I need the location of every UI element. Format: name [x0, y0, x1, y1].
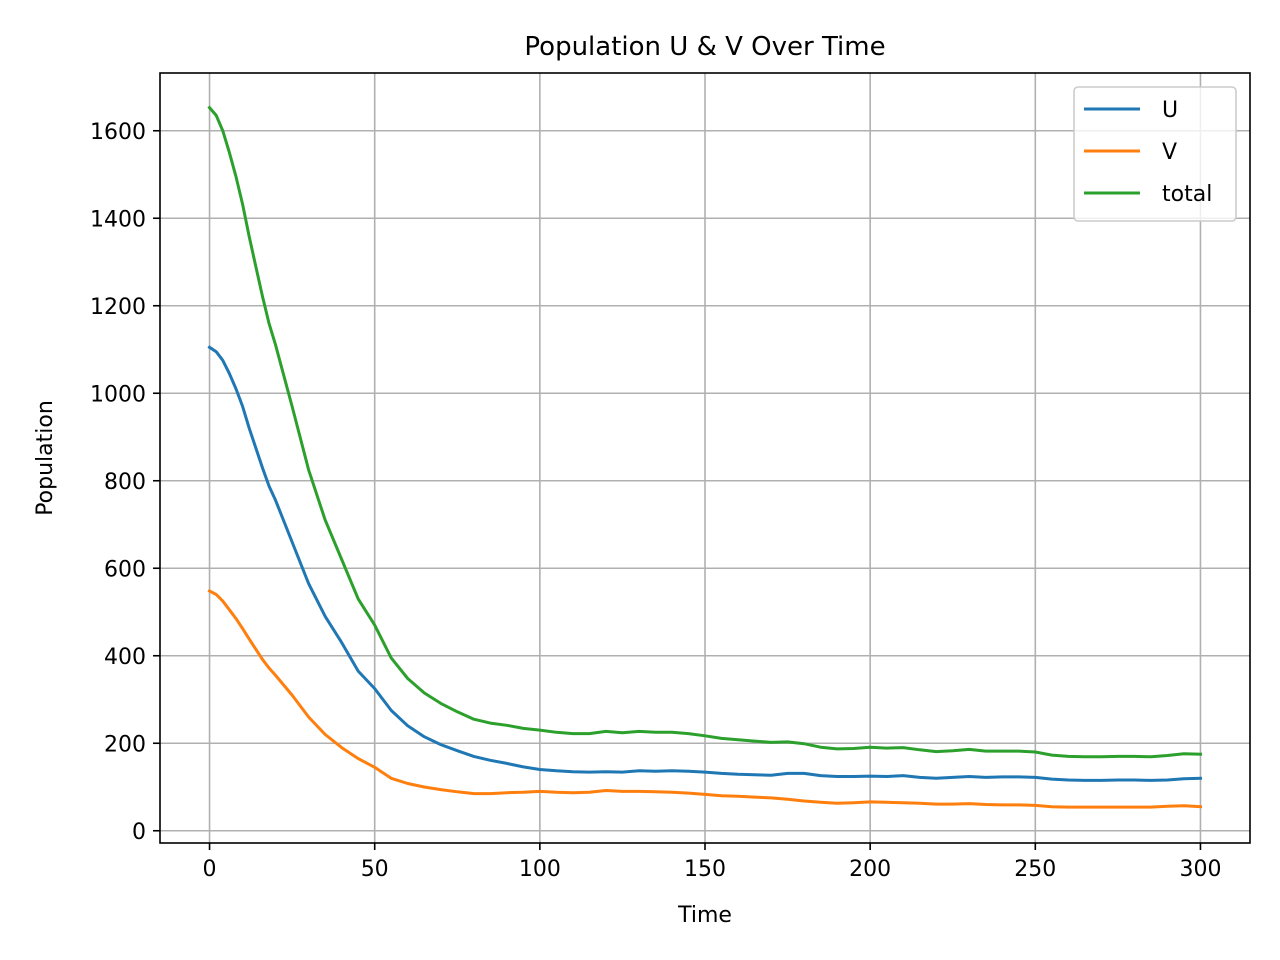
y-tick-label: 600: [104, 557, 146, 582]
y-tick-label: 1400: [90, 207, 146, 232]
y-tick-label: 800: [104, 470, 146, 495]
x-tick-label: 100: [519, 857, 561, 882]
y-tick-label: 1000: [90, 382, 146, 407]
y-axis-label: Population: [33, 400, 58, 516]
x-tick-label: 300: [1179, 857, 1221, 882]
x-axis-label: Time: [677, 903, 732, 928]
x-tick-label: 250: [1014, 857, 1056, 882]
legend-box: [1073, 86, 1237, 222]
x-tick-label: 200: [849, 857, 891, 882]
x-tick-label: 150: [684, 857, 726, 882]
series-line-total: [207, 105, 1203, 759]
grid-lines: [160, 73, 1250, 843]
y-tick-label: 1600: [90, 120, 146, 145]
chart-title: Population U & V Over Time: [524, 32, 885, 62]
legend-label-U: U: [1162, 98, 1178, 123]
y-tick-label: 1200: [90, 295, 146, 320]
x-tick-label: 50: [361, 857, 389, 882]
y-tick-label: 0: [132, 820, 146, 845]
y-tick-label: 200: [104, 732, 146, 757]
legend-label-V: V: [1162, 140, 1177, 165]
series-line-V: [207, 588, 1203, 809]
y-axis-ticks: 0 200 400 600 800 1000 1200 1400 1600: [90, 120, 160, 845]
x-axis-ticks: 0 50 100 150 200 250 300: [203, 843, 1221, 882]
x-tick-label: 0: [203, 857, 217, 882]
series-lines: [207, 105, 1203, 809]
y-tick-label: 400: [104, 645, 146, 670]
series-line-U: [207, 345, 1203, 782]
legend-label-total: total: [1162, 182, 1212, 207]
